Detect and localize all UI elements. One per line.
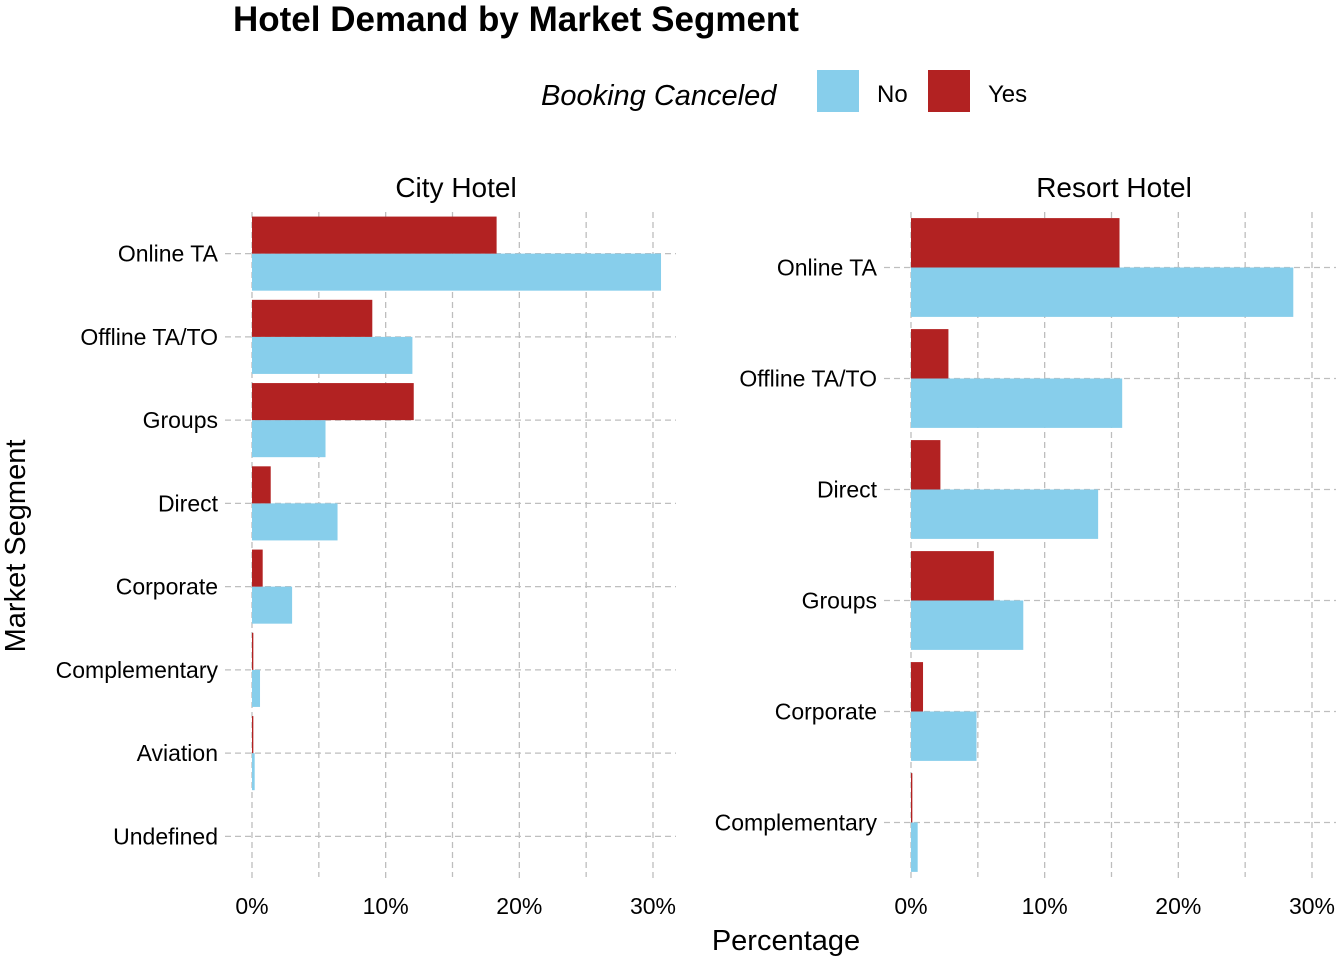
y-tick-label: Complementary bbox=[715, 810, 878, 836]
facet-title-resort-hotel: Resort Hotel bbox=[1036, 172, 1192, 203]
facet-title-city-hotel: City Hotel bbox=[395, 172, 516, 203]
legend-swatch-no bbox=[817, 70, 859, 112]
bar-direct-no bbox=[252, 503, 338, 541]
bar-offline-ta-to-no bbox=[252, 336, 413, 374]
panel-resort-hotel: Online TA Offline TA/TO Direct Groups Corpor… bbox=[715, 172, 1336, 919]
y-tick-label: Aviation bbox=[137, 740, 218, 766]
bar-groups-no bbox=[911, 600, 1024, 650]
y-tick-label: Direct bbox=[158, 490, 219, 516]
y-tick-label: Direct bbox=[817, 477, 878, 503]
bar-corporate-no bbox=[252, 586, 293, 624]
bar-online-ta-yes bbox=[252, 216, 497, 254]
legend-title: Booking Canceled bbox=[541, 80, 777, 112]
bar-corporate-yes bbox=[252, 549, 263, 587]
x-tick-label: 0% bbox=[894, 893, 927, 919]
y-axis-title: Market Segment bbox=[0, 440, 32, 653]
bar-complementary-yes bbox=[252, 632, 254, 670]
bar-groups-no bbox=[252, 420, 326, 458]
y-tick-label: Offline TA/TO bbox=[80, 324, 218, 350]
panel-city-hotel: Online TA Offline TA/TO Groups Direct Corpor… bbox=[56, 172, 676, 919]
legend: Booking Canceled No Yes bbox=[541, 70, 1027, 112]
bar-direct-no bbox=[911, 489, 1099, 539]
bar-complementary-no bbox=[911, 822, 918, 872]
bar-corporate-yes bbox=[911, 662, 924, 712]
legend-label-yes: Yes bbox=[988, 81, 1027, 108]
bar-groups-yes bbox=[252, 383, 414, 421]
y-tick-label: Corporate bbox=[116, 574, 218, 600]
x-tick-label: 10% bbox=[363, 893, 409, 919]
chart-title: Hotel Demand by Market Segment bbox=[233, 0, 799, 39]
x-tick-label: 20% bbox=[496, 893, 542, 919]
bar-direct-yes bbox=[911, 440, 941, 490]
x-tick-label: 30% bbox=[1289, 893, 1335, 919]
bar-complementary-no bbox=[252, 669, 261, 707]
y-tick-label: Groups bbox=[802, 588, 877, 614]
legend-swatch-yes bbox=[928, 70, 970, 112]
bar-aviation-yes bbox=[252, 716, 254, 754]
y-tick-label: Online TA bbox=[777, 255, 878, 281]
bar-online-ta-no bbox=[252, 253, 662, 291]
y-tick-label: Undefined bbox=[113, 823, 218, 849]
y-tick-label: Groups bbox=[143, 407, 218, 433]
x-tick-label: 0% bbox=[235, 893, 268, 919]
x-tick-label: 20% bbox=[1155, 893, 1201, 919]
y-tick-label: Complementary bbox=[56, 657, 219, 683]
legend-label-no: No bbox=[877, 81, 908, 108]
bar-offline-ta-to-yes bbox=[911, 329, 949, 379]
x-tick-label: 10% bbox=[1022, 893, 1068, 919]
bar-offline-ta-to-no bbox=[911, 378, 1123, 428]
bar-direct-yes bbox=[252, 466, 271, 504]
bar-corporate-no bbox=[911, 711, 977, 761]
y-tick-label: Corporate bbox=[775, 699, 877, 725]
bar-online-ta-no bbox=[911, 267, 1294, 317]
y-tick-label: Offline TA/TO bbox=[739, 366, 877, 392]
x-axis-title: Percentage bbox=[712, 925, 860, 957]
bar-aviation-no bbox=[252, 753, 255, 791]
bar-online-ta-yes bbox=[911, 218, 1120, 268]
bar-complementary-yes bbox=[911, 773, 913, 823]
bar-offline-ta-to-yes bbox=[252, 299, 373, 337]
bar-groups-yes bbox=[911, 551, 994, 601]
x-tick-label: 30% bbox=[630, 893, 676, 919]
y-tick-label: Online TA bbox=[118, 241, 219, 267]
